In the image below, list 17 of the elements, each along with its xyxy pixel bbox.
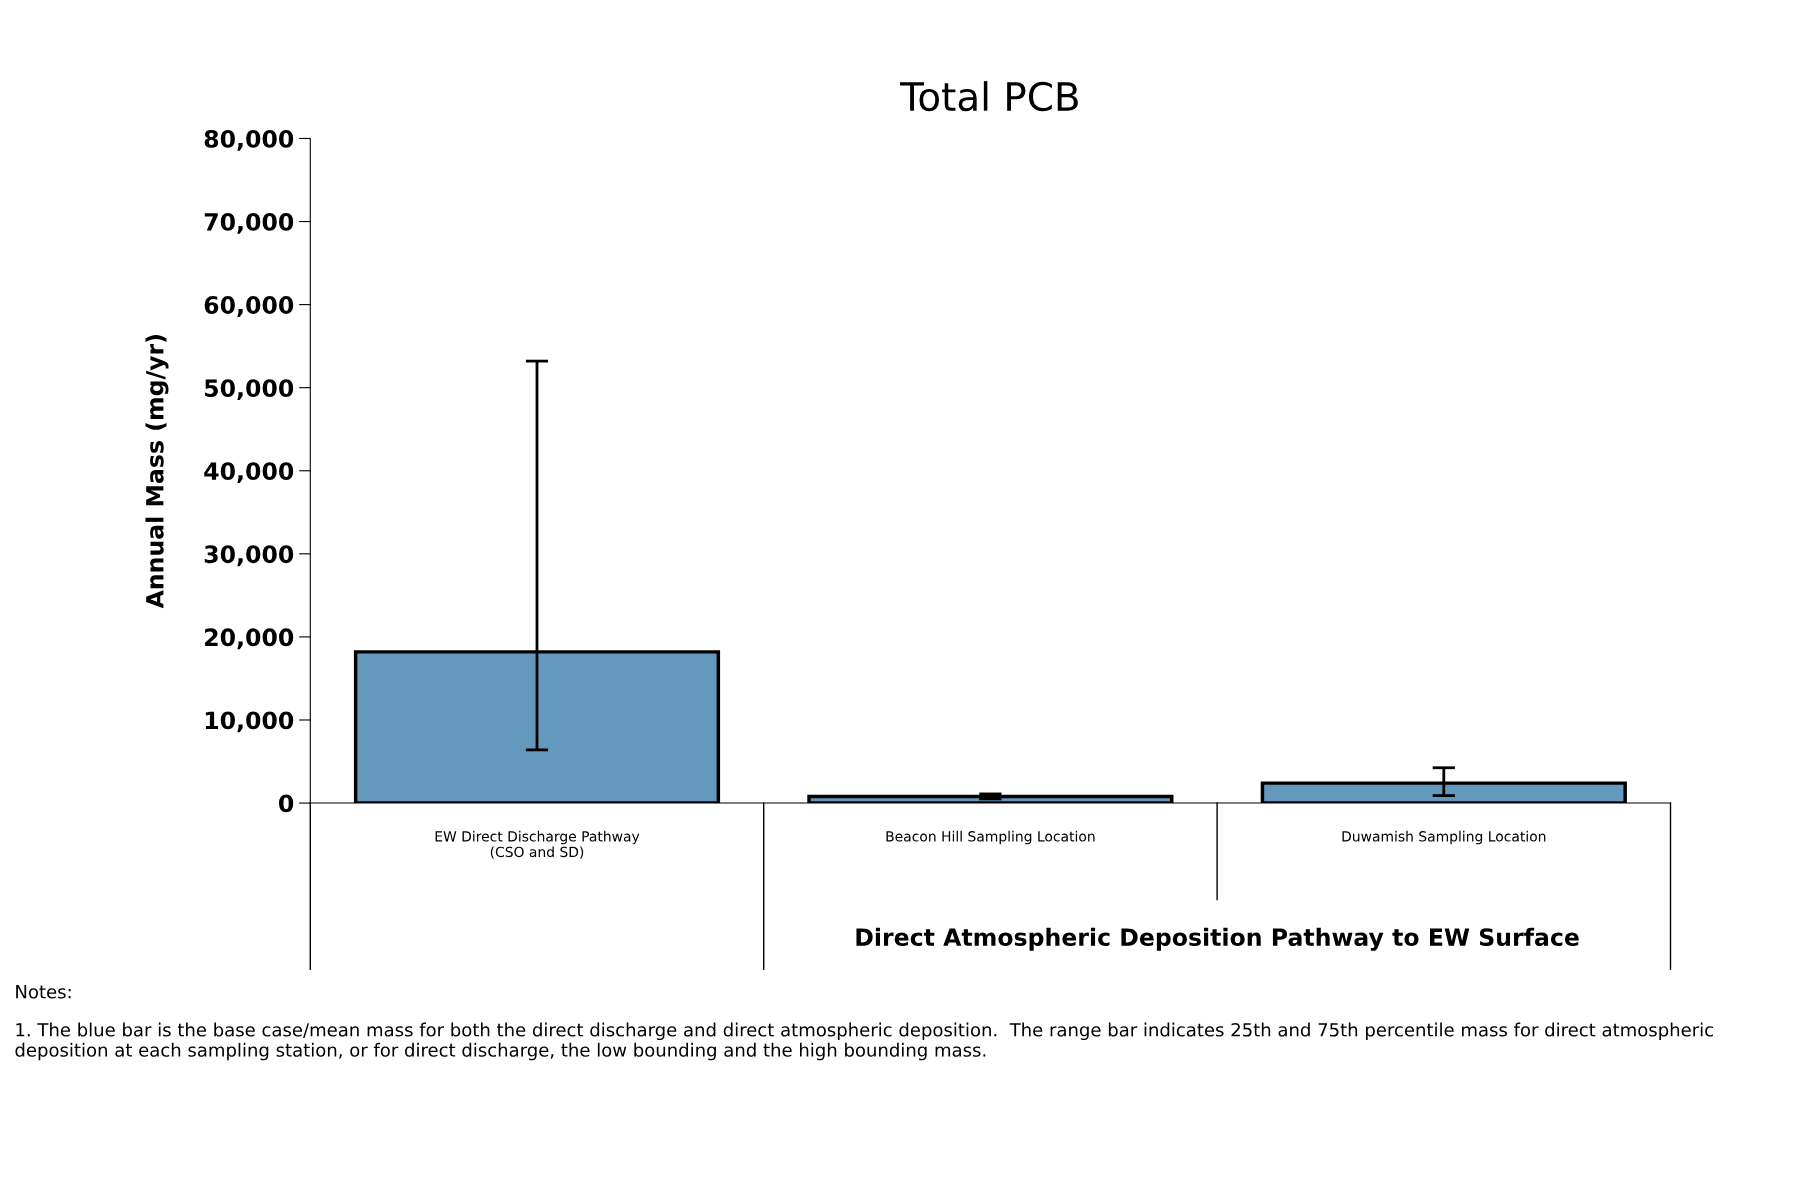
y-axis-title: Annual Mass (mg/yr): [145, 335, 169, 609]
y-tick-label: 80,000: [204, 129, 294, 151]
x-tick-label: Duwamish Sampling Location: [1342, 830, 1546, 845]
text: Direct Atmospheric Deposition Pathway to EW Surface: [856, 927, 1579, 951]
y-tick-label: 20,000: [205, 628, 294, 650]
y-tick-label: 50,000: [205, 379, 294, 401]
y-tick-label: 60,000: [204, 296, 294, 317]
text: 1. The blue bar is the base case/mean mass for both the direct discharge and direct atmospheric deposition. The range bar indicates 25th and 75th percentile mass for direct atmospheric deposition at each sampling station, or for direct discharge, the low bounding and the high bounding mass.: [15, 1022, 1713, 1061]
y-tick-label: 70,000: [204, 212, 294, 234]
x-tick-label: Beacon Hill Sampling Location: [886, 830, 1095, 845]
text: Notes:: [16, 985, 71, 999]
y-tick-label: 0: [279, 794, 294, 813]
y-tick-label: 40,000: [204, 462, 294, 484]
y-tick-label: 10,000: [205, 711, 294, 733]
y-tick-label: 30,000: [204, 545, 294, 567]
chart-title: Total PCB: [900, 81, 1078, 112]
x-tick-label: EW Direct Discharge Pathway (CSO and SD): [435, 830, 640, 859]
